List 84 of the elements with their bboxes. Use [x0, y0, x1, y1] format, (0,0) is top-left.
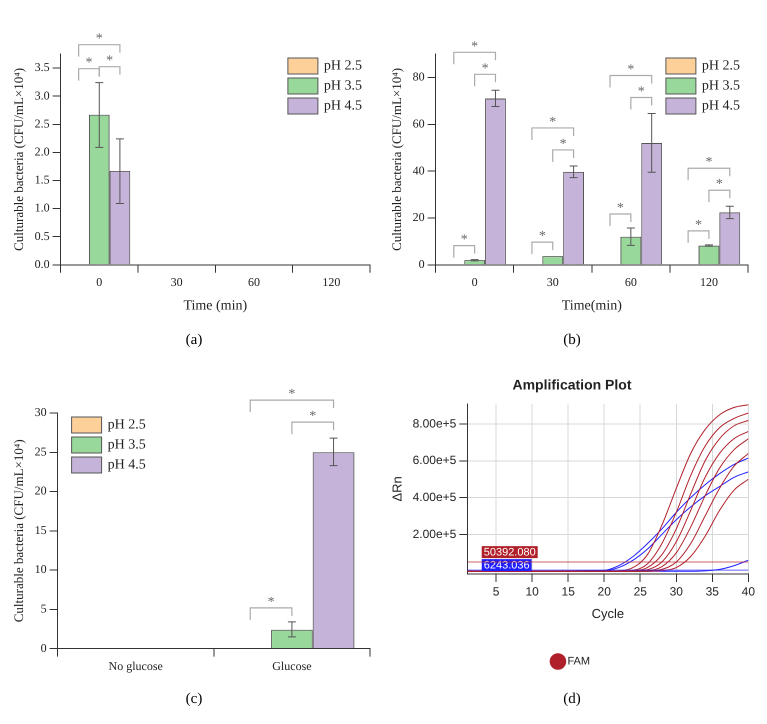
annotation: *	[85, 56, 92, 71]
x-tick-label: 20	[598, 584, 612, 599]
y-tick-label: 6.00e+5	[412, 453, 457, 468]
annotation: *	[538, 229, 546, 244]
y-tick-label: 60	[412, 116, 425, 130]
x-tick-label: 60	[248, 275, 260, 290]
x-tick-label: 25	[634, 584, 648, 599]
x-tick-label: 40	[742, 584, 756, 599]
annotation: *	[616, 201, 624, 216]
y-axis-title: Culturable bacteria (CFU/mL×10⁴)	[11, 68, 26, 251]
x-tick-label: 120	[700, 275, 718, 290]
y-axis-title: Culturable bacteria (CFU/mL×10⁴)	[389, 68, 404, 251]
annotation: *	[638, 84, 645, 100]
text: (d)	[563, 691, 581, 708]
ref-line-label: 50392.080	[484, 546, 536, 559]
y-tick-label: 0.5	[34, 228, 50, 243]
legend-label: pH 4.5	[324, 98, 362, 114]
annotation: *	[705, 155, 712, 170]
y-tick-label: 3.0	[34, 88, 50, 102]
x-tick-label: 30	[670, 584, 684, 599]
text: *	[96, 32, 103, 47]
y-axis-title: ΔRn	[389, 476, 404, 502]
ref-line-label: 6243.036	[484, 560, 530, 572]
annotation: *	[482, 61, 489, 76]
x-tick-label: 30	[546, 275, 559, 290]
x-tick-label: 120	[322, 275, 340, 290]
text: (b)	[563, 332, 581, 349]
y-tick-label: 20	[34, 484, 47, 498]
y-tick-label: 0.0	[34, 256, 50, 271]
annotation: *	[560, 136, 567, 152]
y-tick-label: 4.00e+5	[412, 490, 457, 504]
annotation: *	[716, 177, 723, 192]
x-axis-title: Cycle	[592, 606, 624, 621]
y-tick-label: 2.5	[34, 116, 50, 130]
annotation: *	[695, 218, 702, 233]
text: (c)	[186, 691, 202, 708]
annotation: *	[309, 409, 316, 424]
x-tick-label: 60	[624, 275, 637, 290]
annotation: *	[627, 62, 634, 78]
y-tick-label: 0	[418, 256, 425, 271]
legend-label: FAM	[567, 656, 590, 668]
y-axis-title: Culturable bacteria (CFU/mL×10⁴)	[11, 439, 26, 622]
annotation: *	[460, 232, 468, 248]
annotation: *	[549, 114, 556, 130]
x-tick-label: 0	[472, 275, 478, 290]
legend-label: pH 4.5	[108, 458, 146, 473]
chart-title: Amplification Plot	[512, 376, 632, 392]
y-tick-label: 5	[40, 601, 47, 616]
legend-label: pH 2.5	[108, 418, 146, 433]
y-tick-label: 80	[412, 70, 425, 84]
y-tick-label: 30	[34, 405, 47, 420]
legend-label: pH 4.5	[702, 98, 740, 114]
legend-label: pH 3.5	[324, 78, 362, 94]
x-tick-label: 15	[562, 584, 576, 599]
annotation: *	[106, 54, 114, 69]
text: (a)	[186, 332, 202, 349]
x-axis-title: Time (min)	[183, 298, 248, 314]
annotation: *	[471, 39, 478, 54]
y-tick-label: 8.00e+5	[412, 416, 457, 430]
x-tick-label: 5	[492, 584, 500, 599]
y-tick-label: 1.5	[34, 172, 50, 187]
legend-label: pH 3.5	[702, 78, 740, 94]
y-tick-label: 40	[412, 163, 425, 178]
legend-label: pH 3.5	[108, 438, 146, 453]
x-tick-label: Glucose	[272, 658, 312, 673]
text: *	[288, 387, 296, 402]
y-tick-label: 20	[412, 210, 425, 224]
y-tick-label: 2.0	[34, 144, 50, 159]
x-axis-title: Time(min)	[562, 298, 622, 314]
x-tick-label: 30	[170, 275, 183, 290]
x-tick-label: No glucose	[108, 658, 163, 673]
y-tick-label: 25	[34, 444, 47, 458]
y-tick-label: 10	[34, 562, 47, 576]
x-tick-label: 0	[96, 275, 102, 290]
y-tick-label: 3.5	[34, 60, 50, 74]
y-tick-label: 0	[40, 640, 47, 655]
y-tick-label: 2.00e+5	[412, 526, 457, 541]
y-tick-label: 1.0	[34, 200, 50, 215]
y-tick-label: 15	[34, 522, 47, 537]
legend-label: pH 2.5	[324, 58, 362, 74]
legend-label: pH 2.5	[702, 58, 740, 74]
x-tick-label: 10	[525, 584, 540, 599]
annotation: *	[268, 594, 275, 610]
x-tick-label: 35	[706, 584, 720, 599]
